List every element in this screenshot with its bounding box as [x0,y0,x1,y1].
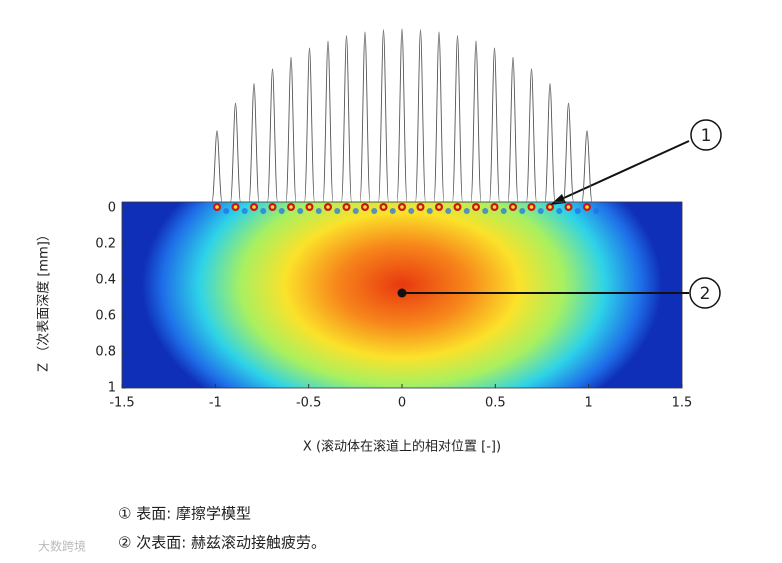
x-tick-label: -1 [209,396,222,411]
y-tick-label: 0.4 [95,273,116,288]
watermark: 大数跨境 [38,539,86,554]
contact-gap [278,208,285,214]
x-tick-label: 0.5 [485,396,506,411]
pressure-profile [205,28,600,203]
y-tick-label: 0.6 [95,309,116,324]
contact-gap [537,208,544,214]
contact-gap [334,208,341,214]
contact-spot-core [566,205,571,209]
contact-spot-core [529,205,534,209]
caption: ① 表面: 摩擦学模型 [118,505,251,523]
arrow [554,140,690,203]
contact-spot-core [585,205,589,209]
contact-gap [315,208,322,214]
contact-spot-core [344,205,349,209]
contact-gap [463,208,470,214]
contact-gap [519,208,526,214]
contact-spot-core [381,205,386,209]
contact-gap [223,208,230,214]
contact-spot-core [363,205,367,209]
x-axis-label: X (滚动体在滚道上的相对位置 [-]) [303,439,501,455]
contact-gap [371,208,378,214]
contact-spot-core [511,205,515,209]
contact-gap [241,208,248,214]
contact-spot-core [307,205,312,209]
pointer-dot [397,288,407,298]
contact-gap [500,208,507,214]
x-tick-label: 0 [398,396,406,411]
contact-spot-core [548,205,552,209]
x-tick-label: 1.5 [672,396,693,411]
contact-spot-core [474,205,478,209]
contact-gap [389,208,396,214]
contact-gap [445,208,452,214]
contact-spot-core [326,205,330,209]
contact-spot-core [418,205,423,209]
contact-gap [352,208,359,214]
contact-spot-core [233,205,238,209]
annotation-label: 2 [700,284,711,304]
y-tick-label: 0.2 [95,237,116,252]
annotation-circle [690,119,722,151]
x-tick-label: -0.5 [296,396,321,411]
contact-gap [408,208,415,214]
contact-spot-core [289,205,293,209]
contact-spot-core [270,205,275,209]
contact-spot-core [400,205,404,209]
annotation-circle [689,277,721,309]
contact-gap [574,208,581,214]
contact-gap [426,208,433,214]
y-tick-label: 1 [108,381,116,396]
contact-spot-core [437,205,441,209]
contact-gap [297,208,304,214]
contact-spot-core [215,205,219,209]
annotation-label: 1 [701,126,712,146]
contact-spot-core [492,205,497,209]
x-tick-label: -1.5 [109,396,134,411]
y-tick-label: 0 [108,201,116,216]
y-tick-label: 0.8 [95,345,116,360]
y-axis-label: Z （次表面深度 [mm]） [36,228,52,372]
contact-spot-core [455,205,460,209]
contact-gap [593,208,600,214]
x-tick-label: 1 [585,396,593,411]
caption: ② 次表面: 赫兹滚动接触疲劳。 [118,534,326,552]
contact-gap [482,208,489,214]
contact-gap [556,208,563,214]
contact-spot-core [252,205,256,209]
contact-gap [260,208,267,214]
